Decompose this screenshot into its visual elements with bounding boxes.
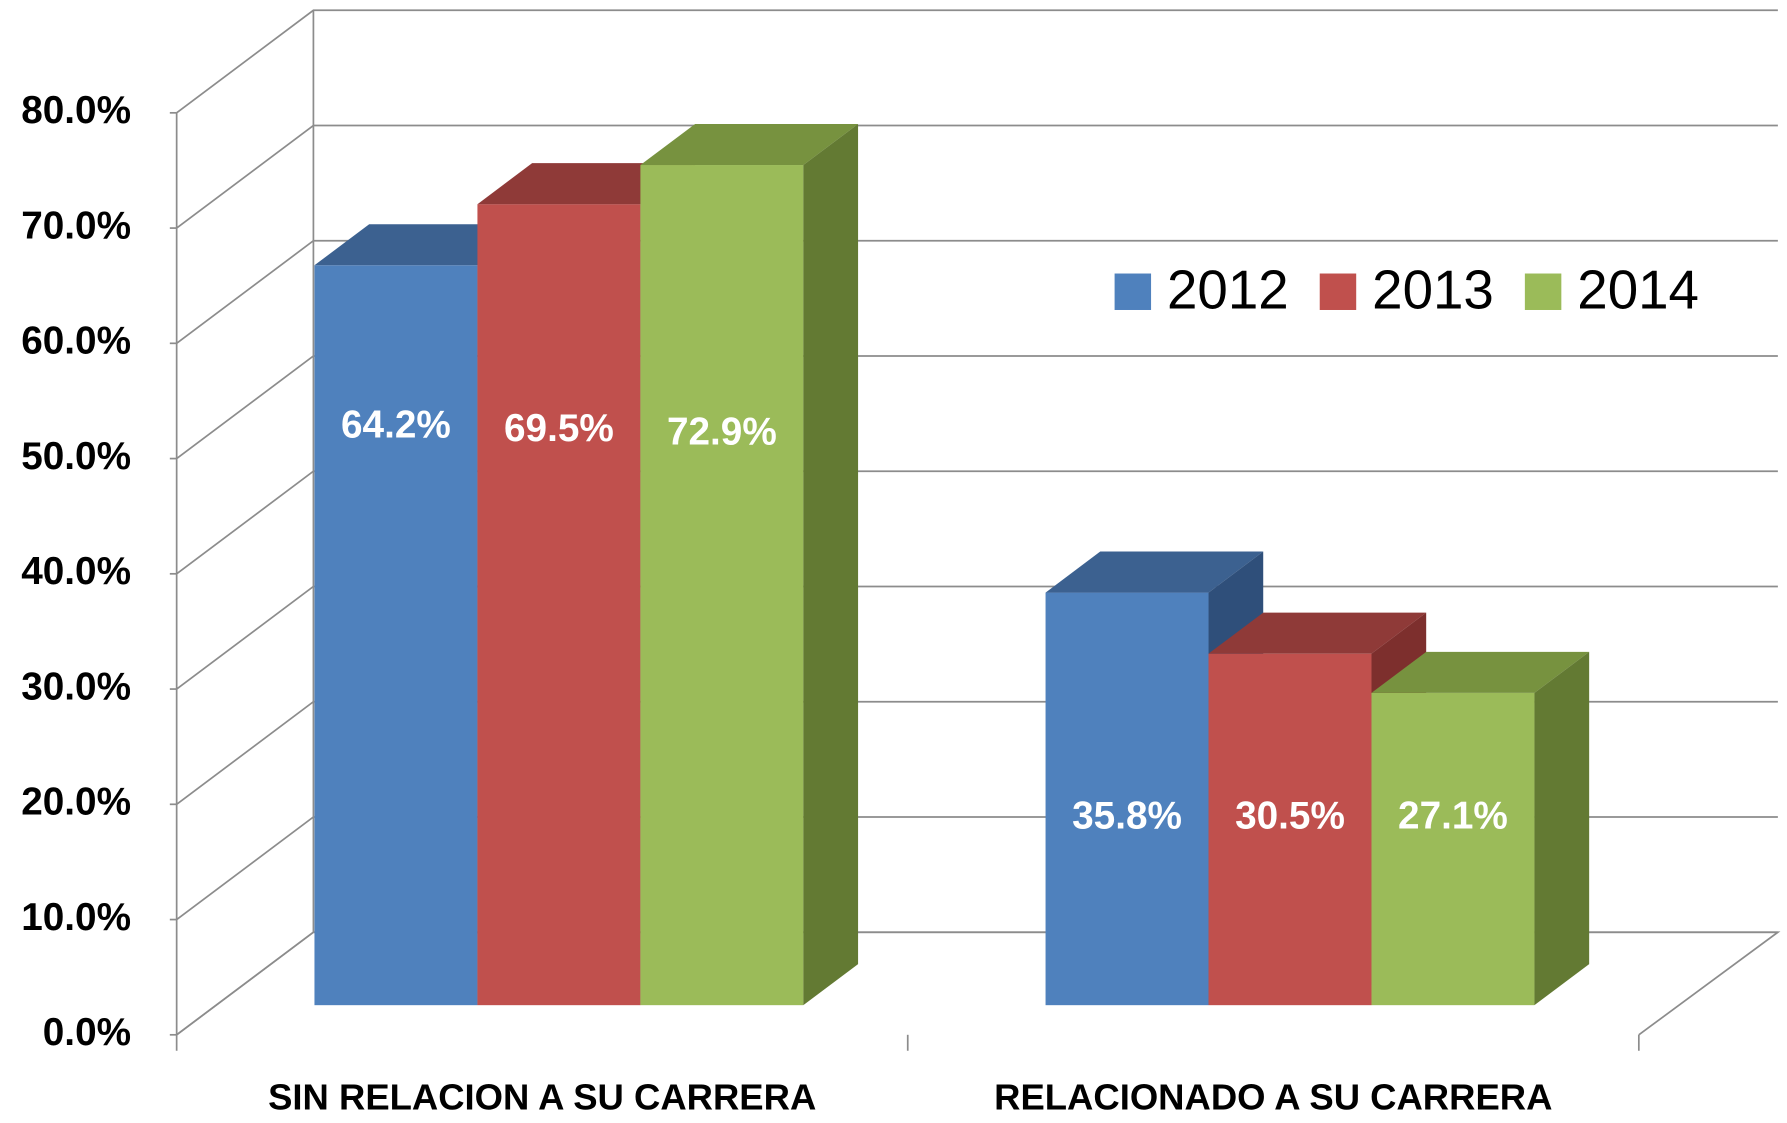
bar-top (640, 123, 859, 166)
grid-line (176, 585, 1778, 690)
legend-label: 2012 (1167, 258, 1289, 320)
grid-line (176, 124, 1778, 229)
value-label: 64.2% (341, 404, 451, 447)
y-tick-label: 10.0% (21, 896, 131, 939)
bar-front (640, 165, 804, 1006)
bar-front (1045, 592, 1209, 1006)
legend-label: 2014 (1577, 258, 1699, 320)
y-tick-label: 60.0% (21, 320, 131, 363)
grid-line (176, 239, 1778, 345)
value-label: 72.9% (667, 410, 777, 453)
value-label: 35.8% (1072, 795, 1182, 838)
y-tick-label: 40.0% (21, 550, 131, 593)
bar-top (1045, 551, 1264, 593)
y-tick-label: 0.0% (43, 1011, 131, 1054)
legend-label: 2013 (1372, 258, 1494, 320)
legend-swatch (1114, 273, 1152, 310)
y-tick-label: 80.0% (21, 89, 131, 132)
grid-line (176, 355, 1778, 460)
grid-line (176, 470, 1778, 575)
bar-side (1534, 651, 1590, 1006)
grid-line (176, 9, 1778, 114)
bar-side (803, 123, 859, 1006)
value-label: 27.1% (1398, 795, 1508, 838)
y-tick-label: 30.0% (21, 665, 131, 708)
x-tick-label: RELACIONADO A SU CARRERA (994, 1076, 1552, 1117)
x-tick-label: SIN RELACION A SU CARRERA (268, 1076, 816, 1117)
bar-front (1208, 653, 1372, 1006)
bar-front (477, 204, 641, 1006)
bar-front (314, 265, 478, 1006)
y-tick-label: 50.0% (21, 435, 131, 478)
value-label: 30.5% (1235, 795, 1345, 838)
legend-swatch (1524, 273, 1562, 310)
bar-top (1208, 612, 1427, 654)
y-tick-label: 20.0% (21, 781, 131, 824)
legend-swatch (1319, 273, 1357, 310)
bar-front (1371, 692, 1535, 1006)
value-label: 69.5% (504, 407, 614, 450)
bar-top (1371, 651, 1590, 693)
y-tick-label: 70.0% (21, 204, 131, 247)
